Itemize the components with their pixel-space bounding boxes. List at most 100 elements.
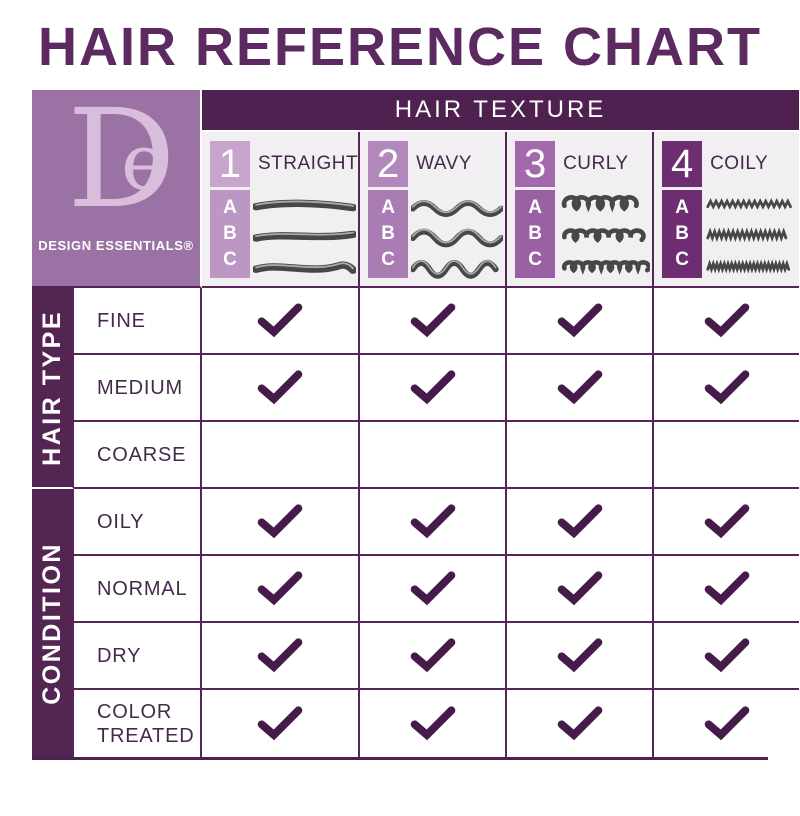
cell-color-treated-curly xyxy=(507,690,655,757)
texture-badge-row: 3 CURLY xyxy=(515,141,652,187)
cell-medium-straight xyxy=(202,355,361,422)
checkmark-icon xyxy=(704,706,749,741)
cell-normal-wavy xyxy=(360,556,508,623)
subtype-letter: C xyxy=(528,249,542,270)
cell-color-treated-straight xyxy=(202,690,361,757)
checkmark-icon xyxy=(410,370,455,405)
brand-logo: D e DESIGN ESSENTIALS® xyxy=(32,90,202,288)
cell-normal-coily xyxy=(654,556,800,623)
cell-coarse-wavy xyxy=(360,422,508,489)
texture-number-badge: 1 xyxy=(210,141,250,187)
texture-number-badge: 2 xyxy=(368,141,409,187)
cell-dry-wavy xyxy=(360,623,508,690)
subtype-letter: B xyxy=(381,223,395,244)
cell-medium-curly xyxy=(507,355,655,422)
brand-name: DESIGN ESSENTIALS® xyxy=(38,238,194,253)
checkmark-icon xyxy=(704,638,749,673)
group-label: HAIR TYPE xyxy=(37,309,66,466)
cell-color-treated-wavy xyxy=(360,690,508,757)
row-label-fine: FINE xyxy=(74,288,202,355)
page-title: HAIR REFERENCE CHART xyxy=(37,17,763,77)
checkmark-icon xyxy=(257,571,303,606)
texture-label: WAVY xyxy=(416,153,472,174)
texture-label: CURLY xyxy=(563,153,629,174)
cell-oily-curly xyxy=(507,489,655,556)
cell-fine-curly xyxy=(507,288,655,355)
checkmark-icon xyxy=(704,571,749,606)
cell-coarse-straight xyxy=(202,422,361,489)
checkmark-icon xyxy=(704,370,749,405)
row-label-color-treated: COLOR TREATED xyxy=(74,690,202,757)
texture-number-badge: 3 xyxy=(515,141,556,187)
checkmark-icon xyxy=(557,504,602,539)
monogram-letter-d: D xyxy=(67,81,177,239)
subtype-letter: B xyxy=(223,223,237,244)
checkmark-icon xyxy=(257,370,303,405)
curly-hair-icon xyxy=(561,195,651,275)
group-bar-condition: CONDITION xyxy=(32,489,74,757)
row-label-text: COARSE xyxy=(97,443,187,466)
row-label-coarse: COARSE xyxy=(74,422,202,489)
texture-badge-row: 1 STRAIGHT xyxy=(210,141,358,187)
design-essentials-monogram-icon: D e xyxy=(41,92,191,236)
checkmark-icon xyxy=(557,706,602,741)
checkmark-icon xyxy=(410,504,455,539)
checkmark-icon xyxy=(557,303,602,338)
hair-texture-header: HAIR TEXTURE xyxy=(202,90,800,132)
subtype-letter: C xyxy=(675,249,689,270)
checkmark-icon xyxy=(410,303,455,338)
checkmark-icon xyxy=(557,370,602,405)
group-label: CONDITION xyxy=(37,541,66,705)
texture-label: COILY xyxy=(710,153,769,174)
row-label-text: COLOR TREATED xyxy=(97,700,195,747)
row-label-text: OILY xyxy=(97,510,145,533)
checkmark-icon xyxy=(704,303,749,338)
row-label-text: FINE xyxy=(97,309,146,332)
hair-chart-table: D e DESIGN ESSENTIALS® HAIR TEXTURE 1 ST… xyxy=(32,90,800,760)
checkmark-icon xyxy=(257,706,303,741)
coily-hair-icon xyxy=(706,198,793,274)
cell-medium-wavy xyxy=(360,355,508,422)
checkmark-icon xyxy=(557,638,602,673)
row-label-text: NORMAL xyxy=(97,577,188,600)
checkmark-icon xyxy=(557,571,602,606)
cell-oily-coily xyxy=(654,489,800,556)
checkmark-icon xyxy=(410,638,455,673)
subtype-letter: A xyxy=(528,197,542,218)
checkmark-icon xyxy=(257,638,303,673)
cell-fine-straight xyxy=(202,288,361,355)
checkmark-icon xyxy=(410,571,455,606)
cell-color-treated-coily xyxy=(654,690,800,757)
checkmark-icon xyxy=(410,706,455,741)
subtype-letter: C xyxy=(223,249,237,270)
subtype-letter: B xyxy=(675,223,689,244)
checkmark-icon xyxy=(257,303,303,338)
wavy-hair-icon xyxy=(411,200,504,279)
cell-dry-coily xyxy=(654,623,800,690)
cell-fine-wavy xyxy=(360,288,508,355)
cell-coarse-coily xyxy=(654,422,800,489)
cell-dry-straight xyxy=(202,623,361,690)
checkmark-icon xyxy=(257,504,303,539)
row-label-normal: NORMAL xyxy=(74,556,202,623)
row-label-medium: MEDIUM xyxy=(74,355,202,422)
texture-number-badge: 4 xyxy=(662,141,703,187)
texture-badge-row: 2 WAVY xyxy=(368,141,505,187)
group-bar-hair-type: HAIR TYPE xyxy=(32,288,74,489)
cell-medium-coily xyxy=(654,355,800,422)
subtype-letter: A xyxy=(381,197,395,218)
subtype-letter: A xyxy=(675,197,689,218)
row-label-text: MEDIUM xyxy=(97,376,183,399)
hair-texture-title: HAIR TEXTURE xyxy=(394,96,607,123)
cell-normal-curly xyxy=(507,556,655,623)
